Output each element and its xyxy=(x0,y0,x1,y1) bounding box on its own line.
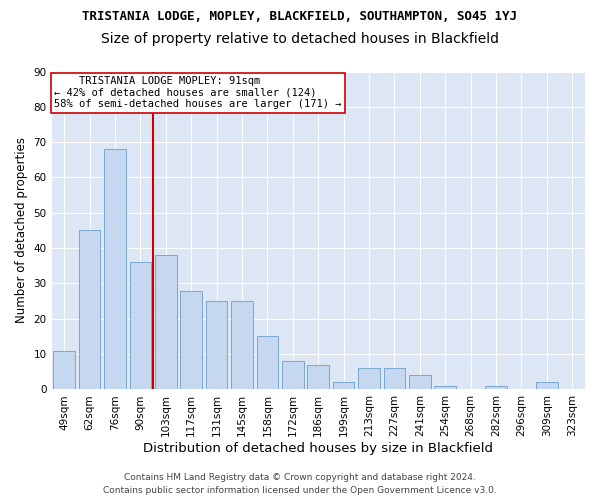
Bar xyxy=(536,382,557,390)
Y-axis label: Number of detached properties: Number of detached properties xyxy=(15,138,28,324)
X-axis label: Distribution of detached houses by size in Blackfield: Distribution of detached houses by size … xyxy=(143,442,493,455)
Bar xyxy=(485,386,507,390)
Bar xyxy=(206,301,227,390)
Text: TRISTANIA LODGE MOPLEY: 91sqm
← 42% of detached houses are smaller (124)
58% of : TRISTANIA LODGE MOPLEY: 91sqm ← 42% of d… xyxy=(54,76,342,110)
Bar xyxy=(282,361,304,390)
Bar xyxy=(358,368,380,390)
Text: TRISTANIA LODGE, MOPLEY, BLACKFIELD, SOUTHAMPTON, SO45 1YJ: TRISTANIA LODGE, MOPLEY, BLACKFIELD, SOU… xyxy=(83,10,517,23)
Bar xyxy=(383,368,405,390)
Bar xyxy=(104,149,126,390)
Bar xyxy=(231,301,253,390)
Text: Contains HM Land Registry data © Crown copyright and database right 2024.
Contai: Contains HM Land Registry data © Crown c… xyxy=(103,474,497,495)
Bar xyxy=(155,255,176,390)
Bar xyxy=(130,262,151,390)
Bar xyxy=(307,364,329,390)
Bar xyxy=(53,350,75,390)
Bar xyxy=(409,376,431,390)
Bar xyxy=(257,336,278,390)
Bar xyxy=(181,290,202,390)
Bar xyxy=(434,386,456,390)
Bar xyxy=(79,230,100,390)
Text: Size of property relative to detached houses in Blackfield: Size of property relative to detached ho… xyxy=(101,32,499,46)
Bar xyxy=(333,382,355,390)
